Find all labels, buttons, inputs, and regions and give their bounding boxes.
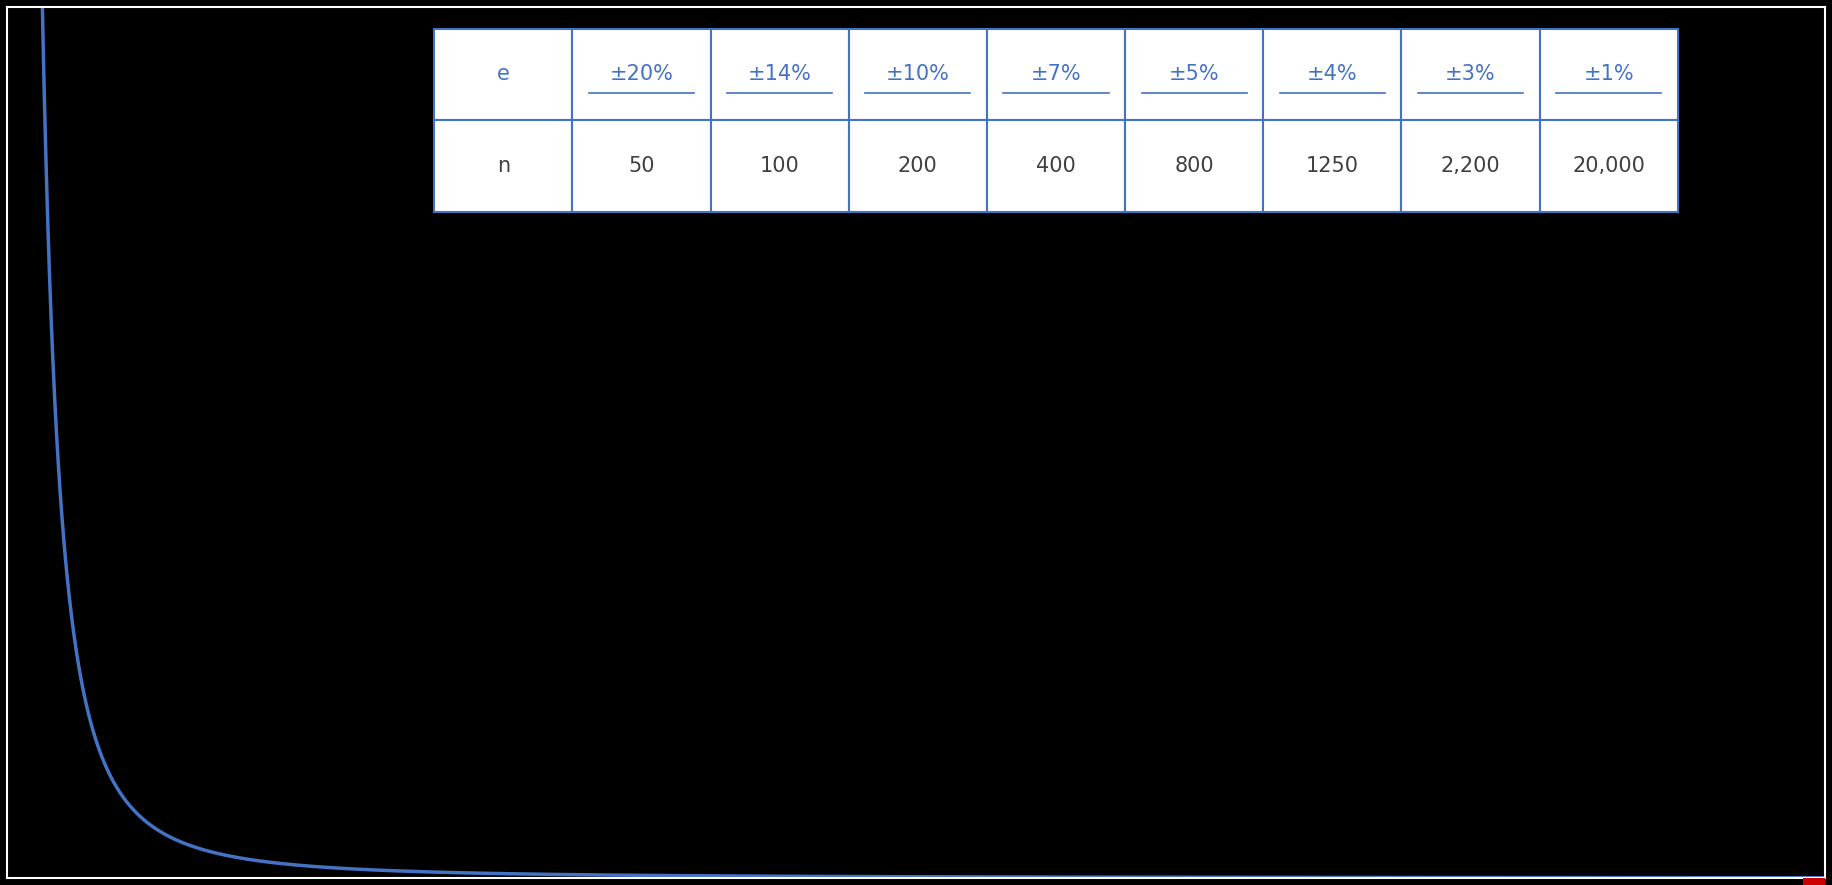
Text: n: n — [496, 156, 509, 176]
Text: ±10%: ±10% — [887, 65, 949, 84]
Text: 20,000: 20,000 — [1572, 156, 1645, 176]
Text: ±7%: ±7% — [1031, 65, 1081, 84]
Text: ±4%: ±4% — [1306, 65, 1358, 84]
Text: ±20%: ±20% — [610, 65, 674, 84]
Text: 1250: 1250 — [1306, 156, 1359, 176]
Text: ±3%: ±3% — [1445, 65, 1497, 84]
Text: 2,200: 2,200 — [1440, 156, 1500, 176]
Text: 800: 800 — [1174, 156, 1215, 176]
Text: 400: 400 — [1037, 156, 1075, 176]
Text: 200: 200 — [898, 156, 938, 176]
Text: ±5%: ±5% — [1169, 65, 1220, 84]
Text: 100: 100 — [760, 156, 799, 176]
Text: e: e — [496, 65, 509, 84]
Text: 50: 50 — [628, 156, 654, 176]
Text: ±1%: ±1% — [1583, 65, 1634, 84]
Text: ±14%: ±14% — [747, 65, 812, 84]
